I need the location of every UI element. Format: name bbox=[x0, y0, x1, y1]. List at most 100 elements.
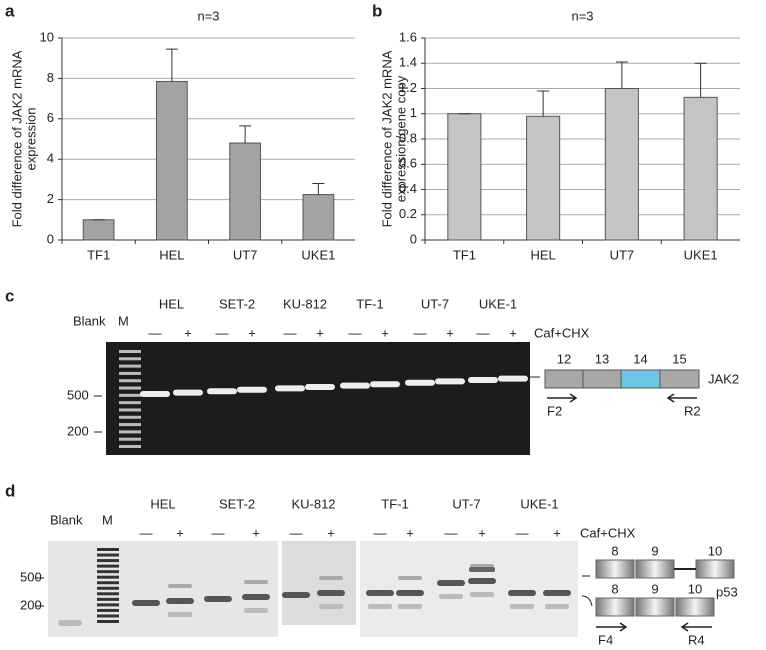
band bbox=[237, 386, 267, 393]
exon-label: 15 bbox=[672, 351, 686, 366]
ladder-band bbox=[119, 437, 141, 441]
panel-label: a bbox=[5, 1, 15, 20]
band bbox=[244, 580, 268, 584]
x-tick-label: HEL bbox=[159, 247, 184, 262]
primer-arrow bbox=[680, 622, 712, 632]
exon bbox=[695, 559, 735, 579]
band bbox=[166, 598, 194, 604]
ladder-band bbox=[97, 603, 119, 607]
y-axis-label: Fold difference of JAK2 mRNA bbox=[9, 50, 24, 227]
band bbox=[282, 592, 310, 598]
band bbox=[173, 389, 203, 396]
exon bbox=[544, 369, 584, 389]
treatment-sign: — bbox=[212, 525, 225, 540]
exon bbox=[595, 597, 635, 617]
y-tick-label: 4 bbox=[47, 151, 54, 166]
band bbox=[396, 590, 424, 596]
y-tick-label: 1 bbox=[410, 105, 417, 120]
band bbox=[168, 584, 192, 588]
y-axis-label: Fold difference of JAK2 mRNA bbox=[379, 50, 394, 227]
exon-label: 8 bbox=[611, 581, 618, 596]
ladder-band bbox=[119, 357, 141, 361]
ladder-band bbox=[119, 364, 141, 368]
x-tick-label: UT7 bbox=[610, 247, 635, 262]
treatment-sign: + bbox=[252, 525, 260, 540]
exon-label: 14 bbox=[633, 351, 647, 366]
treatment-sign: + bbox=[509, 325, 517, 340]
band bbox=[508, 590, 536, 596]
ladder-band bbox=[97, 620, 119, 623]
x-tick-label: HEL bbox=[530, 247, 555, 262]
error-bar bbox=[239, 125, 252, 144]
ladder-band bbox=[97, 614, 119, 618]
blank-label: Blank bbox=[73, 313, 106, 328]
ladder-band bbox=[97, 586, 119, 590]
ladder-band bbox=[119, 393, 141, 397]
treatment-sign: — bbox=[284, 325, 297, 340]
y-tick-label: 10 bbox=[40, 29, 54, 44]
treatment-sign: + bbox=[381, 325, 389, 340]
band bbox=[58, 620, 82, 626]
y-tick-label: 0.6 bbox=[399, 156, 417, 171]
gel bbox=[282, 541, 356, 625]
exon bbox=[635, 559, 675, 579]
bar bbox=[155, 80, 188, 241]
lane-label: UT-7 bbox=[452, 496, 480, 511]
ladder-band bbox=[97, 597, 119, 601]
ladder-band bbox=[119, 350, 141, 353]
band bbox=[498, 375, 528, 382]
ladder-band bbox=[97, 564, 119, 568]
exon bbox=[659, 369, 700, 389]
exon-label: 9 bbox=[651, 543, 658, 558]
treatment-label: Caf+CHX bbox=[534, 325, 590, 340]
gene-label: JAK2 bbox=[708, 371, 739, 386]
lane-label: UT-7 bbox=[421, 296, 449, 311]
primer-label: R2 bbox=[684, 403, 701, 418]
band bbox=[140, 391, 170, 397]
band bbox=[319, 604, 343, 609]
exon-label: 9 bbox=[651, 581, 658, 596]
treatment-sign: + bbox=[176, 525, 184, 540]
treatment-sign: + bbox=[316, 325, 324, 340]
band bbox=[366, 590, 394, 596]
treatment-sign: — bbox=[216, 325, 229, 340]
lane-label: HEL bbox=[159, 296, 184, 311]
bar bbox=[604, 88, 639, 241]
band bbox=[368, 604, 392, 609]
exon-label: 12 bbox=[557, 351, 571, 366]
band bbox=[317, 590, 345, 596]
ladder-band bbox=[119, 386, 141, 390]
y-tick-label: 1.2 bbox=[399, 80, 417, 95]
band bbox=[168, 612, 192, 617]
band bbox=[435, 378, 465, 385]
treatment-sign: — bbox=[374, 525, 387, 540]
treatment-sign: — bbox=[516, 525, 529, 540]
ladder-band bbox=[97, 581, 119, 585]
y-tick-label: 0 bbox=[410, 231, 417, 246]
band bbox=[439, 594, 463, 599]
error-bar bbox=[165, 48, 178, 82]
exon bbox=[582, 369, 622, 389]
size-label: 200 bbox=[67, 423, 89, 438]
ladder-band bbox=[119, 415, 141, 419]
band bbox=[244, 608, 268, 613]
bar bbox=[229, 142, 262, 241]
x-tick-label: UKE1 bbox=[301, 247, 335, 262]
bar bbox=[447, 113, 482, 241]
gel bbox=[106, 342, 530, 455]
gene-label: p53 bbox=[716, 584, 738, 599]
error-bar bbox=[312, 182, 325, 195]
ladder-band bbox=[119, 371, 141, 375]
band bbox=[468, 377, 498, 383]
band bbox=[204, 596, 232, 602]
error-bar bbox=[615, 61, 628, 89]
gel bbox=[360, 541, 578, 637]
primer-arrow bbox=[547, 393, 578, 403]
treatment-sign: + bbox=[406, 525, 414, 540]
y-tick-label: 0.8 bbox=[399, 130, 417, 145]
chart-title: n=3 bbox=[197, 8, 219, 23]
y-tick-label: 8 bbox=[47, 70, 54, 85]
x-tick-label: TF1 bbox=[87, 247, 110, 262]
ladder-band bbox=[119, 408, 141, 412]
